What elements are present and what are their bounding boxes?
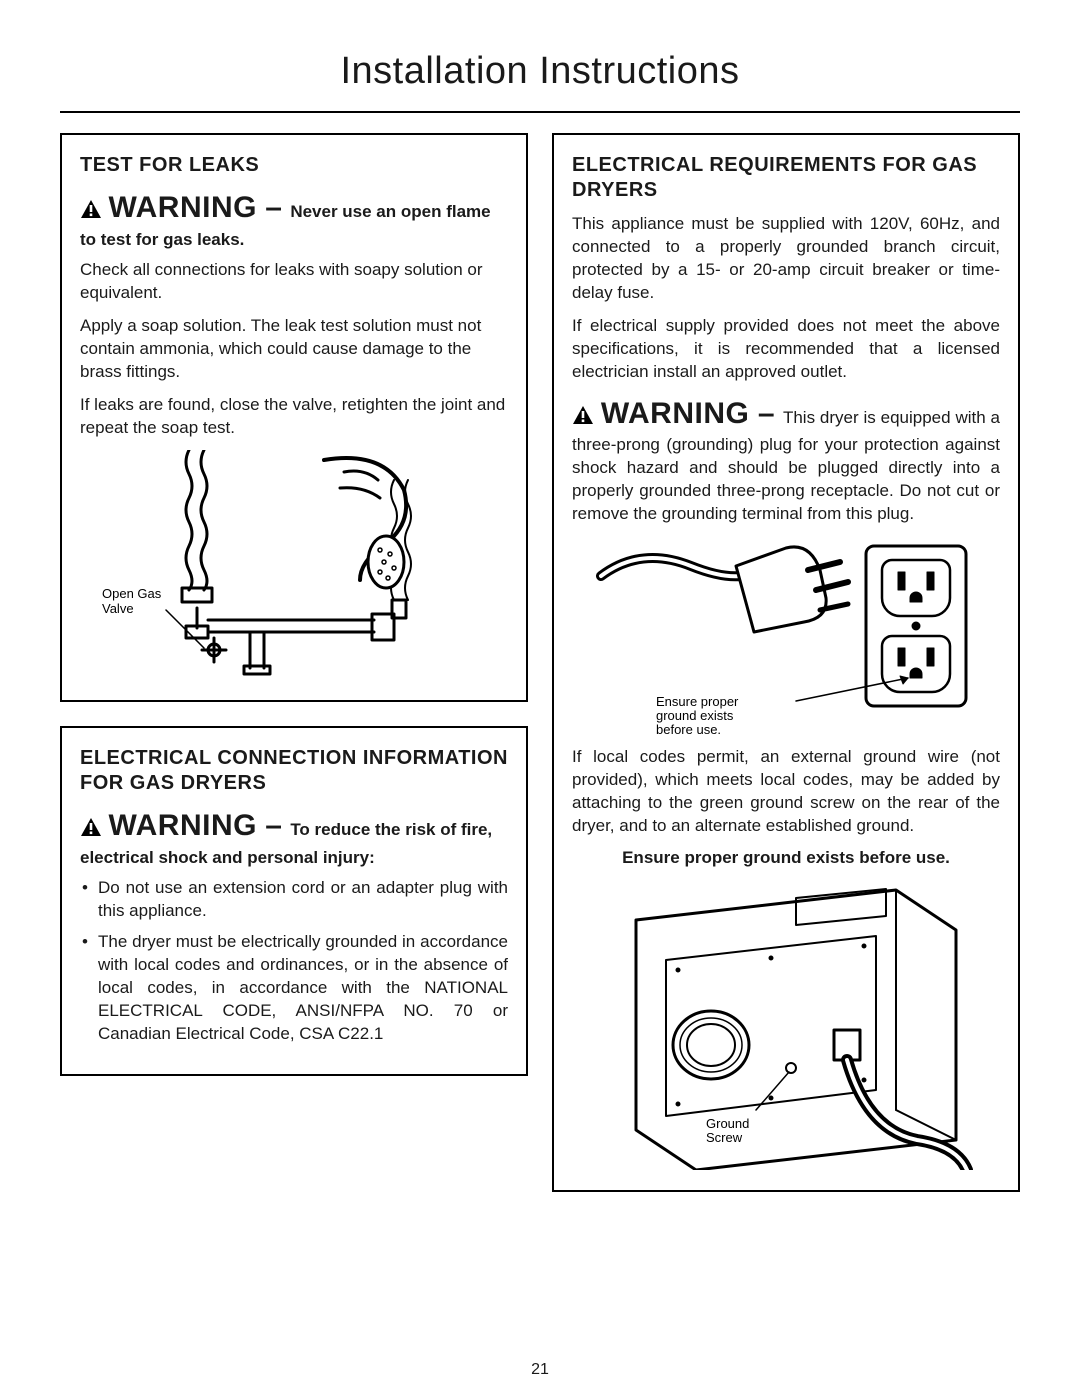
label-valve: Valve	[102, 601, 134, 616]
heading-req: ELECTRICAL REQUIREMENTS FOR GAS DRYERS	[572, 153, 1000, 203]
req-bold: Ensure proper ground exists before use.	[572, 848, 1000, 868]
warning-word: WARNING	[108, 191, 257, 224]
warning-word: WARNING	[601, 397, 750, 430]
warning-conn: WARNING – To reduce the risk of fire, el…	[80, 806, 508, 869]
warning-dash: –	[749, 397, 783, 430]
warning-word: WARNING	[108, 809, 257, 842]
plug-outlet-illustration: Ensure proper ground exists before use.	[596, 536, 976, 736]
req-p3: If local codes permit, an external groun…	[572, 746, 1000, 838]
heading-conn: ELECTRICAL CONNECTION INFORMATION FOR GA…	[80, 746, 508, 796]
dryer-rear-illustration: Ground Screw	[596, 880, 976, 1170]
conn-bullets: Do not use an extension cord or an adapt…	[80, 877, 508, 1046]
gas-valve-illustration: Open Gas Valve	[94, 450, 494, 680]
panel-test-for-leaks: TEST FOR LEAKS WARNING – Never use an op…	[60, 133, 528, 702]
heading-leaks: TEST FOR LEAKS	[80, 153, 508, 178]
fig1-l3: before use.	[656, 722, 721, 736]
page-title: Installation Instructions	[60, 50, 1020, 93]
label-open-gas: Open Gas	[102, 586, 162, 601]
warning-tail: This dryer is equipped	[783, 408, 951, 427]
panel-electrical-connection: ELECTRICAL CONNECTION INFORMATION FOR GA…	[60, 726, 528, 1076]
fig1-l2: ground exists	[656, 708, 734, 723]
warning-leaks: WARNING – Never use an open flame to tes…	[80, 188, 508, 251]
fig2-l2: Screw	[706, 1130, 743, 1145]
warning-dash: –	[257, 809, 290, 842]
right-column: ELECTRICAL REQUIREMENTS FOR GAS DRYERS T…	[552, 133, 1020, 1192]
warning-triangle-icon	[80, 199, 102, 226]
fig1-l1: Ensure proper	[656, 694, 739, 709]
req-p2: If electrical supply provided does not m…	[572, 315, 1000, 384]
warning-req: WARNING – This dryer is equipped with a …	[572, 394, 1000, 526]
page-number: 21	[0, 1361, 1080, 1379]
conn-b1: Do not use an extension cord or an adapt…	[80, 877, 508, 923]
leaks-p1: Check all connections for leaks with soa…	[80, 259, 508, 305]
warning-dash: –	[257, 191, 290, 224]
panel-electrical-requirements: ELECTRICAL REQUIREMENTS FOR GAS DRYERS T…	[552, 133, 1020, 1192]
leaks-p3: If leaks are found, close the valve, ret…	[80, 394, 508, 440]
fig2-l1: Ground	[706, 1116, 749, 1131]
title-rule	[60, 111, 1020, 113]
warning-triangle-icon	[572, 405, 594, 432]
two-column-layout: TEST FOR LEAKS WARNING – Never use an op…	[60, 133, 1020, 1192]
req-p1: This appliance must be supplied with 120…	[572, 213, 1000, 305]
conn-b2: The dryer must be electrically grounded …	[80, 931, 508, 1046]
warning-triangle-icon	[80, 817, 102, 844]
leaks-p2: Apply a soap solution. The leak test sol…	[80, 315, 508, 384]
left-column: TEST FOR LEAKS WARNING – Never use an op…	[60, 133, 528, 1192]
